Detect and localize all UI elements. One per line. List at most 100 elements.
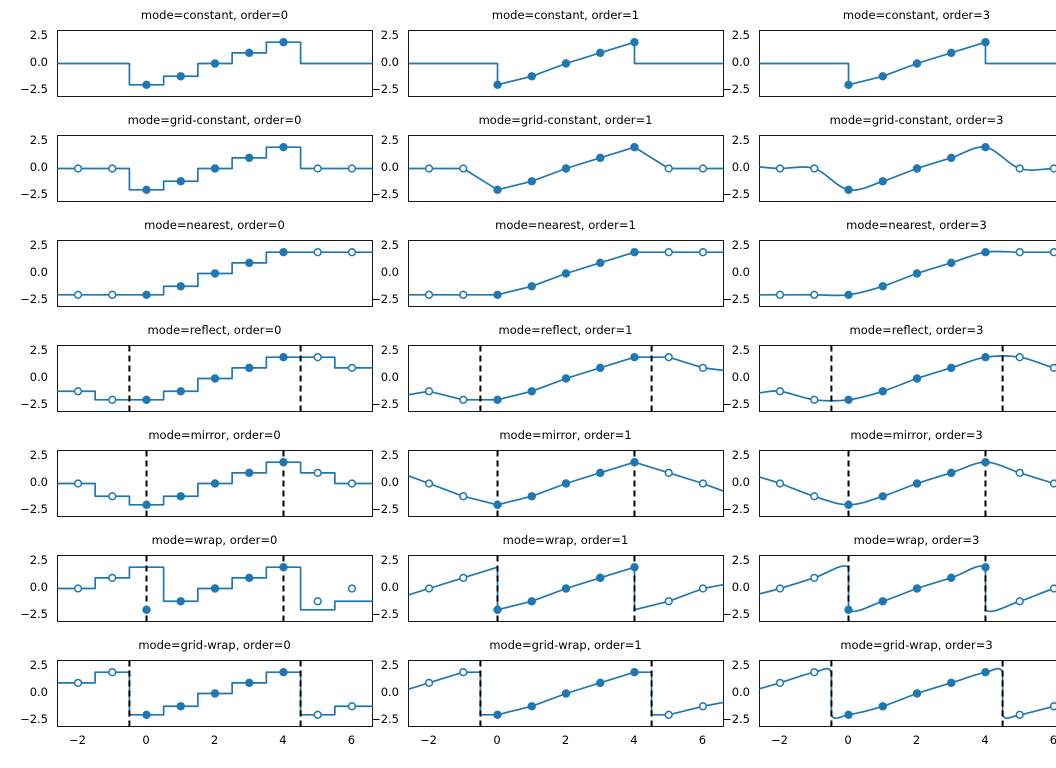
subplot-nearest-order0: mode=nearest, order=0 −2.5 0.0 2.5 [0,218,373,332]
x-tick-label: 0 [142,733,150,747]
y-tick-label: −2.5 [722,186,750,201]
extension-marker [347,479,357,488]
axes-area [408,30,724,97]
data-marker [630,248,639,257]
y-tick-label: −2.5 [20,81,48,96]
x-tick-label: 4 [630,733,638,747]
extension-marker [347,702,357,711]
interpolated-curve [759,355,1056,402]
extension-marker [698,248,708,257]
data-marker [561,164,571,173]
y-tick-label: 0.0 [380,55,399,69]
data-marker [493,605,502,614]
extension-marker [459,668,468,677]
data-marker [142,710,151,719]
data-marker [912,374,922,383]
extension-marker [1015,248,1024,257]
extension-marker [313,353,322,362]
interpolated-curve [759,146,1056,192]
extension-marker [424,164,434,173]
subplot-grid-wrap-order0: mode=grid-wrap, order=0 −2.5 0.0 2.5 −2 0 2 4 6 [0,638,373,752]
extension-marker [73,678,83,688]
subplot-constant-order1: mode=constant, order=1 −2.5 0.0 2.5 [351,8,724,122]
data-marker [493,710,502,719]
subplot-title: mode=wrap, order=3 [853,533,980,547]
y-tick-label: −2.5 [371,396,399,411]
subplot-title: mode=nearest, order=3 [846,218,987,232]
subplot-mirror-order3: mode=mirror, order=3 −2.5 0.0 2.5 [702,428,1056,542]
data-marker [561,374,571,383]
extension-marker [664,597,673,606]
axes-area [408,555,724,622]
extension-marker [459,492,468,501]
extension-marker [108,668,117,677]
data-marker [142,500,151,509]
y-tick-label: −2.5 [722,81,750,96]
subplot-wrap-order1: mode=wrap, order=1 −2.5 0.0 2.5 [351,533,724,647]
subplot-wrap-order0: mode=wrap, order=0 −2.5 0.0 2.5 [0,533,373,647]
extension-marker [664,164,673,173]
data-marker [596,468,605,478]
y-tick-label: 2.5 [380,133,399,148]
data-marker [981,143,990,152]
x-tick-label: 4 [279,733,287,747]
data-marker [878,282,887,291]
axes-area [759,450,1056,517]
y-tick-label: −2.5 [20,606,48,621]
extension-marker [1049,248,1056,257]
y-tick-label: 0.0 [731,55,750,69]
data-marker [596,258,605,268]
subplot-grid-constant-order1: mode=grid-constant, order=1 −2.5 0.0 2.5 [351,113,724,227]
data-marker [630,353,639,362]
interpolated-curve [759,461,1056,506]
subplot-title: mode=nearest, order=0 [144,218,285,232]
data-marker [245,468,254,478]
axes-spines [759,450,1056,517]
data-marker [279,38,288,47]
data-marker [527,72,536,81]
y-tick-label: 2.5 [29,28,48,43]
y-tick-label: 0.0 [380,685,399,699]
y-tick-label: −2.5 [371,291,399,306]
extension-marker [775,479,785,488]
data-marker [596,573,605,583]
extension-marker [810,290,819,299]
axes-area [408,450,724,517]
axes-spines [759,555,1056,622]
data-marker [844,395,853,404]
extension-marker [1015,710,1024,719]
y-tick-label: 0.0 [731,580,750,594]
y-tick-label: −2.5 [722,396,750,411]
extension-marker [424,479,434,488]
data-marker [245,48,254,58]
data-marker [142,80,151,89]
y-tick-label: 0.0 [380,370,399,384]
y-tick-label: −2.5 [371,186,399,201]
data-marker [844,185,853,194]
extension-marker [313,468,322,478]
data-marker [176,702,185,711]
data-marker [981,38,990,47]
extension-marker [810,395,819,404]
y-tick-label: 0.0 [29,370,48,384]
extension-marker [347,248,357,257]
y-tick-label: −2.5 [20,186,48,201]
extension-marker [73,387,83,396]
extension-marker [664,248,673,257]
extension-marker [698,363,708,373]
subplot-reflect-order3: mode=reflect, order=3 −2.5 0.0 2.5 [702,323,1056,437]
extension-marker [775,290,785,299]
extension-marker [108,290,117,299]
data-marker [561,689,571,698]
subplot-title: mode=grid-constant, order=3 [829,113,1004,127]
subplot-reflect-order0: mode=reflect, order=0 −2.5 0.0 2.5 [0,323,373,437]
subplot-title: mode=wrap, order=0 [151,533,278,547]
y-tick-label: 0.0 [731,265,750,279]
extension-marker [313,597,322,606]
data-marker [912,689,922,698]
x-tick-label: 0 [493,733,501,747]
extension-marker [1049,363,1056,373]
extension-marker [347,584,357,593]
extension-marker [347,363,357,373]
y-tick-label: −2.5 [20,711,48,726]
